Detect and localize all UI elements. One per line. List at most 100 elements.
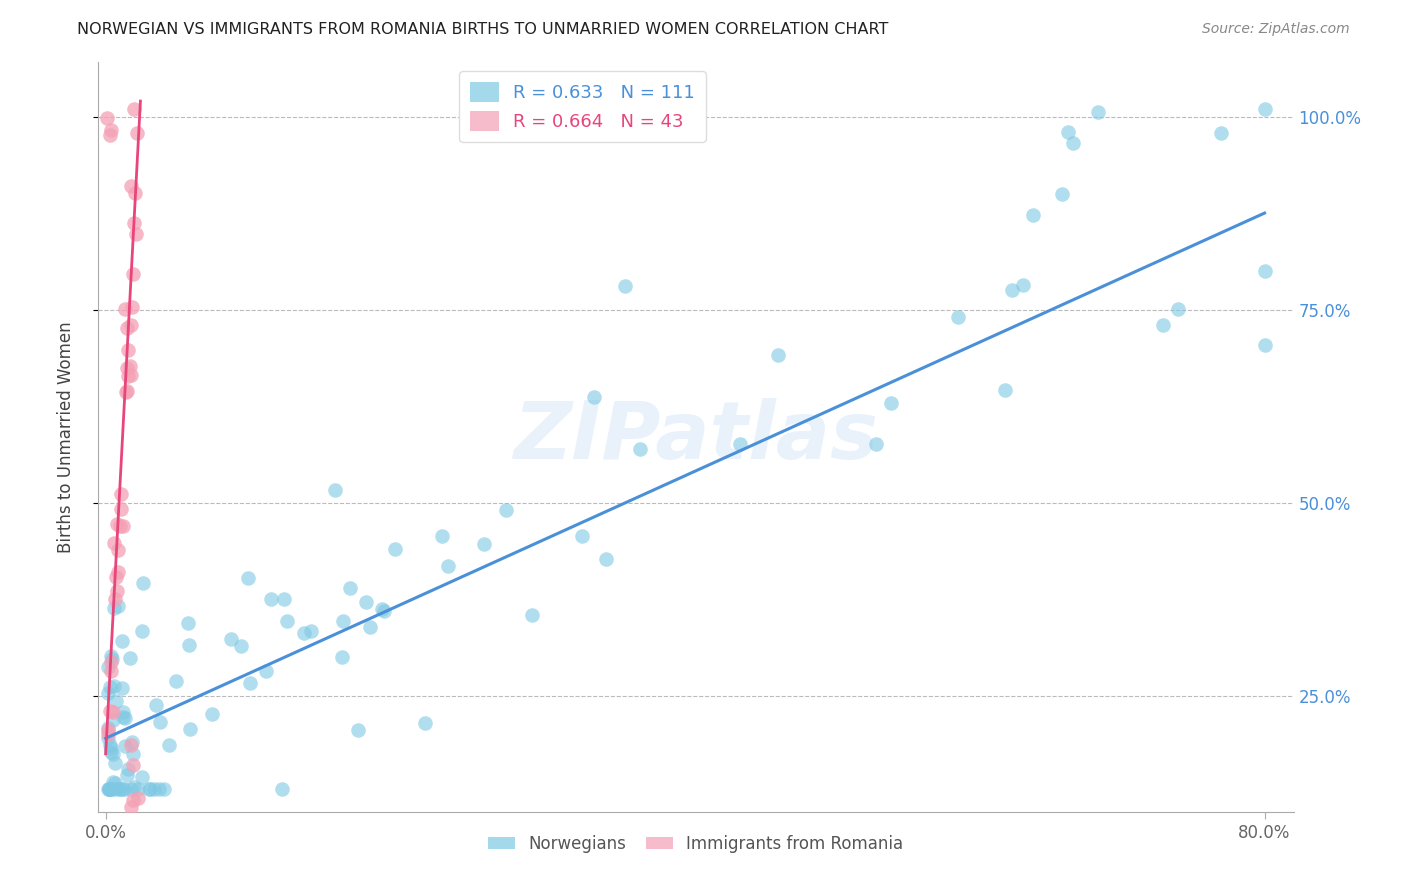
Point [97,781,120,796]
Point [628,442,651,457]
Point [413,716,436,731]
Point [124,227,146,241]
Point [571,529,593,543]
Point [127,781,149,796]
Point [138,781,160,796]
Point [103,601,125,615]
Point [97,727,120,741]
Point [1022,208,1045,222]
Point [127,126,149,140]
Point [111,705,134,719]
Point [100,741,122,756]
Point [145,698,167,712]
Point [121,758,143,772]
Point [179,722,201,736]
Point [117,343,139,358]
Point [865,437,887,451]
Point [112,781,135,796]
Point [100,781,122,796]
Point [98,781,121,796]
Point [1253,102,1275,116]
Point [1253,264,1275,278]
Point [98,704,121,718]
Point [115,321,138,335]
Point [122,780,145,794]
Point [107,599,129,614]
Point [131,624,153,639]
Point [354,595,377,609]
Point [114,301,136,316]
Point [98,681,121,695]
Point [105,517,128,532]
Point [583,390,606,404]
Point [97,731,120,746]
Point [97,686,120,700]
Point [114,711,136,725]
Point [115,384,138,399]
Point [472,537,495,551]
Point [437,559,460,574]
Point [1056,125,1078,139]
Point [100,664,122,678]
Point [728,437,751,451]
Point [522,608,544,623]
Point [98,738,121,752]
Point [124,186,146,200]
Point [111,519,134,533]
Point [124,102,146,116]
Text: ZIPatlas: ZIPatlas [513,398,879,476]
Point [430,529,453,543]
Point [149,714,172,729]
Point [323,483,346,497]
Point [97,781,120,796]
Point [127,790,149,805]
Point [111,681,134,695]
Point [101,713,124,727]
Point [1167,302,1189,317]
Point [104,756,127,771]
Point [110,502,132,516]
Point [229,639,252,653]
Point [115,768,138,782]
Point [301,624,323,638]
Point [260,592,283,607]
Point [108,781,131,796]
Point [1211,126,1233,140]
Point [121,300,143,314]
Point [946,310,969,325]
Point [101,775,124,789]
Point [148,781,170,796]
Point [100,649,122,664]
Point [104,592,127,607]
Point [110,486,132,500]
Point [107,565,129,579]
Point [121,735,143,749]
Point [105,583,128,598]
Y-axis label: Births to Unmarried Women: Births to Unmarried Women [56,321,75,553]
Point [219,632,242,646]
Point [614,278,637,293]
Point [121,793,143,807]
Text: Source: ZipAtlas.com: Source: ZipAtlas.com [1202,22,1350,37]
Point [131,770,153,784]
Point [97,781,120,796]
Point [271,781,294,796]
Point [107,543,129,558]
Point [330,650,353,665]
Point [236,571,259,585]
Point [332,614,354,628]
Point [100,123,122,137]
Point [117,762,139,776]
Text: NORWEGIAN VS IMMIGRANTS FROM ROMANIA BIRTHS TO UNMARRIED WOMEN CORRELATION CHART: NORWEGIAN VS IMMIGRANTS FROM ROMANIA BIR… [77,22,889,37]
Point [124,216,146,230]
Point [1253,338,1275,352]
Point [346,723,368,738]
Point [153,781,176,796]
Point [1152,318,1174,332]
Point [118,359,141,374]
Point [97,659,120,673]
Point [108,518,131,533]
Point [138,781,160,796]
Point [157,738,180,752]
Point [1087,104,1109,119]
